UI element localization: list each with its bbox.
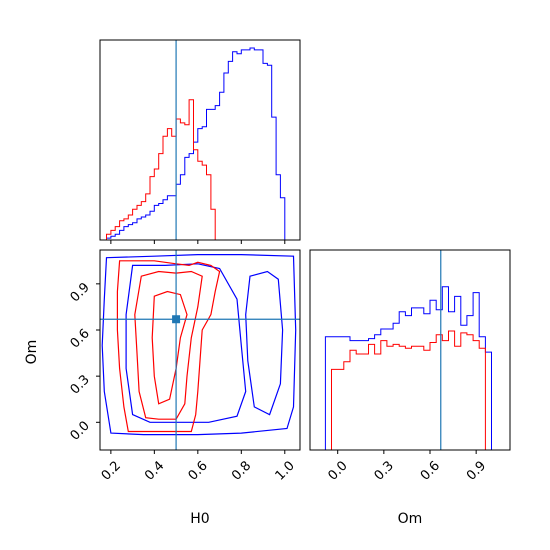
h0-histogram-red (102, 99, 294, 240)
h0-histogram-group (102, 40, 294, 240)
om-histogram-group (324, 250, 498, 450)
joint-y-tick-label: 0.0 (68, 419, 93, 444)
joint-x-tick-label: 0.8 (229, 458, 254, 483)
red-contour-1 (134, 270, 203, 420)
joint-contour-group (100, 250, 300, 450)
y-axis-label-om: Om (24, 340, 40, 365)
joint-frame (99, 249, 301, 451)
om-histogram-red (325, 330, 498, 450)
joint-y-tick-label: 0.9 (68, 280, 93, 305)
h0-histogram-frame (99, 39, 301, 241)
om-histogram-blue (324, 286, 498, 450)
h0-histogram-blue (102, 47, 294, 240)
red-contour-0 (116, 260, 221, 433)
x-axis-label-h0: H0 (190, 511, 209, 527)
blue-contour-0 (101, 254, 297, 436)
om-x-tick-label: 0.6 (418, 458, 443, 483)
joint-x-tick-label: 1.0 (273, 458, 298, 483)
x-axis-label-om: Om (398, 511, 423, 527)
om-x-tick-label: 0.9 (464, 458, 489, 483)
red-contour-2 (151, 290, 188, 405)
om-x-tick-label: 0.3 (372, 458, 397, 483)
blue-contour-2 (245, 270, 284, 416)
joint-x-tick-label: 0.6 (186, 458, 211, 483)
joint-y-tick-label: 0.6 (68, 326, 93, 351)
blue-contour-1 (125, 263, 247, 423)
joint-y-tick-label: 0.3 (68, 372, 93, 397)
joint-x-tick-label: 0.2 (99, 458, 124, 483)
om-x-tick-label: 0.0 (326, 458, 351, 483)
om-histogram-frame (309, 249, 511, 451)
joint-x-tick-label: 0.4 (142, 458, 167, 483)
truth-marker (172, 315, 181, 324)
